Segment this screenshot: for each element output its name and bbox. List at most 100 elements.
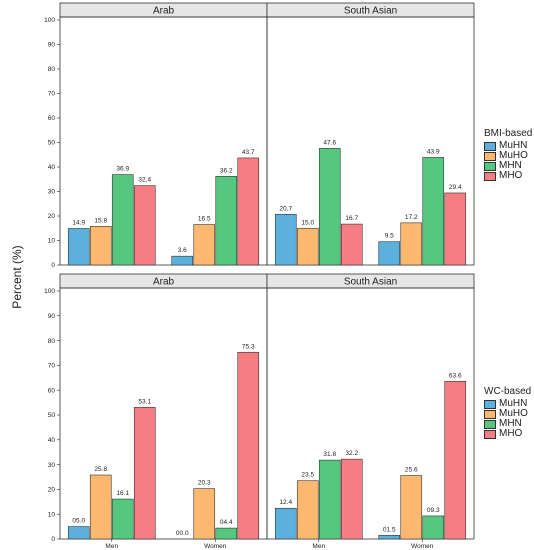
y-tick-label: 80 <box>48 338 56 345</box>
bar-muho-men <box>296 227 319 266</box>
legend-label: MuHO <box>499 408 528 419</box>
data-label: 05.0 <box>72 518 85 525</box>
data-label: 04.4 <box>220 519 233 526</box>
legend-label: MHN <box>499 160 522 171</box>
data-label: 25.6 <box>405 467 418 474</box>
data-label: 43.9 <box>427 148 440 155</box>
data-label: 3.6 <box>178 247 187 254</box>
y-tick-label: 0 <box>51 536 55 543</box>
y-tick-label: 0 <box>51 262 55 269</box>
legend-label: MuHO <box>499 150 528 161</box>
facet-panel-0-0: Arab 14.9 15.8 36.9 32.4 3.6 16.5 36.2 43.7 <box>59 2 268 266</box>
bar-mho-men <box>133 185 156 266</box>
data-label: 75.3 <box>242 343 255 350</box>
data-label: 16.5 <box>198 216 211 223</box>
y-tick-label: 20 <box>48 487 56 494</box>
data-label: 14.9 <box>72 219 85 226</box>
data-label: 25.8 <box>94 466 107 473</box>
bar-mho-men <box>340 458 363 540</box>
bar-mhn-men <box>111 174 134 266</box>
y-tick-label: 60 <box>48 115 56 122</box>
y-tick-label: 100 <box>44 288 55 295</box>
y-tick-label: 60 <box>48 387 56 394</box>
y-tick-label: 10 <box>48 511 56 518</box>
bar-mhn-women <box>215 527 238 540</box>
y-axis-label-container: Percent (%) <box>2 240 32 320</box>
data-label: 16.1 <box>116 490 129 497</box>
bar-muhn-men <box>67 526 90 540</box>
legend-swatch <box>484 141 496 151</box>
data-label: 20.7 <box>279 205 292 212</box>
bar-mhn-men <box>318 148 341 266</box>
legend-bmi: BMI-based MuHN MuHO MHN MHO <box>484 128 534 181</box>
legend-label: MHN <box>499 418 522 429</box>
data-label: 20.3 <box>198 480 211 487</box>
legend-swatch <box>484 151 496 161</box>
data-label: 00.0 <box>176 530 189 537</box>
bar-muho-women <box>193 488 216 540</box>
y-tick-label: 70 <box>48 91 56 98</box>
legend-label: MuHN <box>499 140 528 151</box>
y-tick-label: 30 <box>48 462 56 469</box>
facet-strip-label: Arab <box>153 277 175 288</box>
facet-strip-label: Arab <box>153 6 175 17</box>
y-tick-label: 50 <box>48 140 56 147</box>
facet-strip-label: South Asian <box>344 277 397 288</box>
data-label: 29.4 <box>449 184 462 191</box>
y-axis-label: Percent (%) <box>10 245 24 309</box>
data-label: 15.0 <box>301 219 314 226</box>
bar-mhn-women <box>422 157 445 266</box>
x-tick-label: Men <box>312 543 325 550</box>
facet-strip-label: South Asian <box>344 6 397 17</box>
y-tick-label: 40 <box>48 164 56 171</box>
bar-mhn-women <box>215 176 238 266</box>
legend-item-mhn: MHN <box>484 161 534 171</box>
panel-border <box>266 16 475 266</box>
legend-item-muhn: MuHN <box>484 141 534 151</box>
data-label: 32.4 <box>138 177 151 184</box>
data-label: 36.2 <box>220 167 233 174</box>
bar-muhn-men <box>274 507 297 540</box>
data-label: 43.7 <box>242 149 255 156</box>
legend-swatch <box>484 429 496 439</box>
data-label: 09.3 <box>427 507 440 514</box>
bar-mho-women <box>444 192 467 266</box>
bar-muho-men <box>89 225 112 266</box>
y-tick-label: 90 <box>48 313 56 320</box>
legend-swatch <box>484 161 496 171</box>
legend-item-mhn: MHN <box>484 419 534 429</box>
bar-mho-women <box>237 351 260 540</box>
y-tick-label: 20 <box>48 213 56 220</box>
bar-mho-men <box>340 223 363 266</box>
legend-item-muho: MuHO <box>484 409 534 419</box>
legend-item-muho: MuHO <box>484 151 534 161</box>
bar-muhn-women <box>378 241 401 266</box>
bar-muho-women <box>400 222 423 266</box>
data-label: 63.6 <box>449 372 462 379</box>
legend-wc: WC-based MuHN MuHO MHN MHO <box>484 386 534 439</box>
bar-mhn-women <box>422 515 445 540</box>
data-label: 17.2 <box>405 214 418 221</box>
y-tick-label: 10 <box>48 238 56 245</box>
y-tick-label: 30 <box>48 189 56 196</box>
data-label: 32.2 <box>345 450 358 457</box>
legend-item-mho: MHO <box>484 171 534 181</box>
legend-item-mho: MHO <box>484 429 534 439</box>
legend-label: MuHN <box>499 398 528 409</box>
bar-muho-men <box>296 480 319 540</box>
legend-swatch <box>484 171 496 181</box>
legend-label: MHO <box>499 428 523 439</box>
data-label: 23.5 <box>301 472 314 479</box>
bar-mho-women <box>237 157 260 266</box>
data-label: 01.5 <box>383 526 396 533</box>
y-tick-label: 50 <box>48 412 56 419</box>
bar-mhn-men <box>318 459 341 540</box>
bar-muhn-women <box>171 255 194 266</box>
legend-title: BMI-based <box>484 128 533 139</box>
legend-item-muhn: MuHN <box>484 399 534 409</box>
legend-label: MHO <box>499 170 523 181</box>
y-tick-label: 90 <box>48 42 56 49</box>
legend-swatch <box>484 419 496 429</box>
panel-border <box>266 287 475 540</box>
